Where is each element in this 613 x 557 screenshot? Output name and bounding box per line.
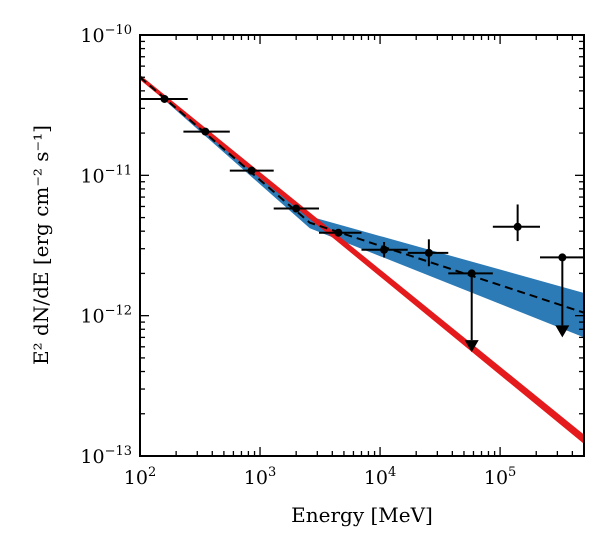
data-marker xyxy=(558,253,567,262)
x-tick-label: 102 xyxy=(124,465,156,489)
data-marker xyxy=(201,127,210,136)
upper-limit-0 xyxy=(448,269,493,353)
data-point-3 xyxy=(273,204,320,213)
data-point-5 xyxy=(361,241,408,258)
data-point-7 xyxy=(492,204,541,242)
y-tick-label: 10−11 xyxy=(80,163,132,187)
x-axis-label: Energy [MeV] xyxy=(291,503,433,527)
x-tick-label: 105 xyxy=(484,465,516,489)
data-point-0 xyxy=(140,94,188,103)
x-tick-label: 103 xyxy=(244,465,276,489)
plot-frame xyxy=(139,34,585,457)
tick-labels: 102 103 104 105 10−13 10−12 10−11 10−10 xyxy=(80,23,516,489)
data-marker xyxy=(334,228,343,237)
y-tick-label: 10−12 xyxy=(80,304,132,328)
upper-limit-arrow xyxy=(464,340,479,353)
data-marker xyxy=(292,204,301,213)
data-point-6 xyxy=(407,239,449,267)
y-tick-label: 10−10 xyxy=(80,23,132,47)
broken-fit-line xyxy=(139,76,585,314)
data-point-2 xyxy=(229,166,274,175)
upper-limit-arrow xyxy=(555,325,570,338)
data-marker xyxy=(380,245,389,254)
data-points xyxy=(140,94,584,353)
y-axis-label: E² dN/dE [erg cm⁻² s⁻¹] xyxy=(29,125,53,365)
x-tick-label: 104 xyxy=(364,465,396,489)
y-tick-label: 10−13 xyxy=(80,444,132,468)
data-marker xyxy=(467,269,476,278)
data-point-1 xyxy=(183,127,230,136)
data-point-4 xyxy=(319,228,362,237)
data-marker xyxy=(160,94,169,103)
data-marker xyxy=(513,222,522,231)
data-marker xyxy=(247,166,256,175)
upper-limit-1 xyxy=(540,253,584,338)
data-marker xyxy=(424,248,433,257)
fit-lines xyxy=(139,76,585,314)
